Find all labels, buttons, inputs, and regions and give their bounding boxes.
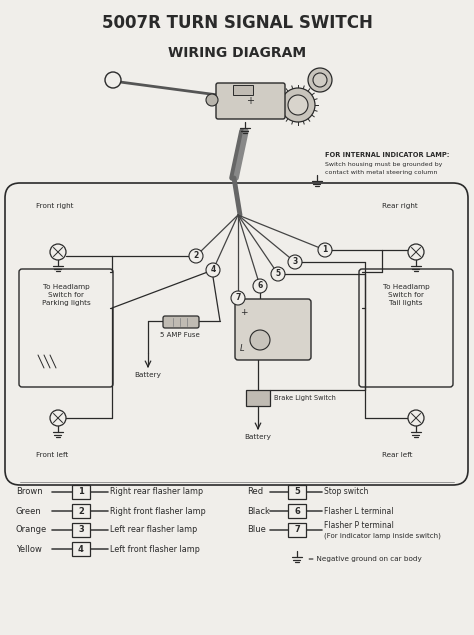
Text: 5: 5 xyxy=(275,269,281,279)
FancyBboxPatch shape xyxy=(216,83,285,119)
Text: 1: 1 xyxy=(322,246,328,255)
Circle shape xyxy=(318,243,332,257)
Text: Switch housing must be grounded by: Switch housing must be grounded by xyxy=(325,162,442,167)
Circle shape xyxy=(281,88,315,122)
Text: Green: Green xyxy=(16,507,42,516)
Text: L: L xyxy=(240,344,245,353)
Text: Left front flasher lamp: Left front flasher lamp xyxy=(110,544,200,554)
Bar xyxy=(246,390,270,406)
Text: 3 Terminal
Flasher: 3 Terminal Flasher xyxy=(255,316,292,329)
Text: contact with metal steering column: contact with metal steering column xyxy=(325,170,438,175)
FancyBboxPatch shape xyxy=(72,542,90,556)
Text: 6: 6 xyxy=(294,507,300,516)
Text: +: + xyxy=(240,308,247,317)
Circle shape xyxy=(308,68,332,92)
Text: Right rear flasher lamp: Right rear flasher lamp xyxy=(110,488,203,497)
Text: 7: 7 xyxy=(235,293,241,302)
Circle shape xyxy=(50,410,66,426)
FancyBboxPatch shape xyxy=(288,485,306,499)
Text: 7: 7 xyxy=(294,526,300,535)
Text: Flasher L terminal: Flasher L terminal xyxy=(324,507,393,516)
Text: 4: 4 xyxy=(78,544,84,554)
Circle shape xyxy=(408,244,424,260)
Text: +: + xyxy=(246,96,254,106)
Text: Yellow: Yellow xyxy=(16,544,42,554)
Circle shape xyxy=(288,255,302,269)
Text: 4: 4 xyxy=(210,265,216,274)
Circle shape xyxy=(288,95,308,115)
Text: = Negative ground on car body: = Negative ground on car body xyxy=(308,556,422,562)
Text: 3: 3 xyxy=(78,526,84,535)
Text: 5: 5 xyxy=(294,488,300,497)
Text: Rear right: Rear right xyxy=(382,203,418,209)
FancyBboxPatch shape xyxy=(163,316,199,328)
Text: To Headlamp
Switch for
Tail lights: To Headlamp Switch for Tail lights xyxy=(383,284,429,306)
Circle shape xyxy=(50,244,66,260)
Circle shape xyxy=(313,73,327,87)
Circle shape xyxy=(189,249,203,263)
Text: WIRING DIAGRAM: WIRING DIAGRAM xyxy=(168,46,306,60)
Text: Battery: Battery xyxy=(245,434,272,440)
Text: Right front flasher lamp: Right front flasher lamp xyxy=(110,507,206,516)
Text: Orange: Orange xyxy=(16,526,47,535)
Circle shape xyxy=(253,279,267,293)
Text: Black: Black xyxy=(247,507,270,516)
FancyBboxPatch shape xyxy=(72,504,90,518)
Text: 5 AMP Fuse: 5 AMP Fuse xyxy=(160,332,200,338)
Circle shape xyxy=(206,263,220,277)
Text: Flasher P terminal: Flasher P terminal xyxy=(324,521,394,530)
FancyBboxPatch shape xyxy=(288,523,306,537)
Circle shape xyxy=(408,410,424,426)
Text: (For indicator lamp inside switch): (For indicator lamp inside switch) xyxy=(324,533,441,539)
Circle shape xyxy=(250,330,270,350)
FancyBboxPatch shape xyxy=(72,485,90,499)
Text: Front right: Front right xyxy=(36,203,73,209)
Circle shape xyxy=(105,72,121,88)
Text: 6: 6 xyxy=(257,281,263,290)
Circle shape xyxy=(231,291,245,305)
FancyBboxPatch shape xyxy=(288,504,306,518)
Text: 1: 1 xyxy=(78,488,84,497)
Text: Front left: Front left xyxy=(36,452,68,458)
Text: 5007R TURN SIGNAL SWITCH: 5007R TURN SIGNAL SWITCH xyxy=(101,14,373,32)
Text: 2: 2 xyxy=(78,507,84,516)
FancyBboxPatch shape xyxy=(235,299,311,360)
Circle shape xyxy=(206,94,218,106)
Text: Red: Red xyxy=(247,488,263,497)
Text: Brown: Brown xyxy=(16,488,43,497)
Text: Battery: Battery xyxy=(135,372,162,378)
Text: 2: 2 xyxy=(193,251,199,260)
Text: Rear left: Rear left xyxy=(382,452,412,458)
FancyBboxPatch shape xyxy=(72,523,90,537)
Bar xyxy=(233,85,253,95)
Text: FOR INTERNAL INDICATOR LAMP:: FOR INTERNAL INDICATOR LAMP: xyxy=(325,152,449,158)
Text: Left rear flasher lamp: Left rear flasher lamp xyxy=(110,526,197,535)
Circle shape xyxy=(271,267,285,281)
Text: Brake Light Switch: Brake Light Switch xyxy=(274,395,336,401)
Text: Stop switch: Stop switch xyxy=(324,488,368,497)
Text: To Headlamp
Switch for
Parking lights: To Headlamp Switch for Parking lights xyxy=(42,284,91,306)
Text: Blue: Blue xyxy=(247,526,266,535)
Text: 3: 3 xyxy=(292,258,298,267)
